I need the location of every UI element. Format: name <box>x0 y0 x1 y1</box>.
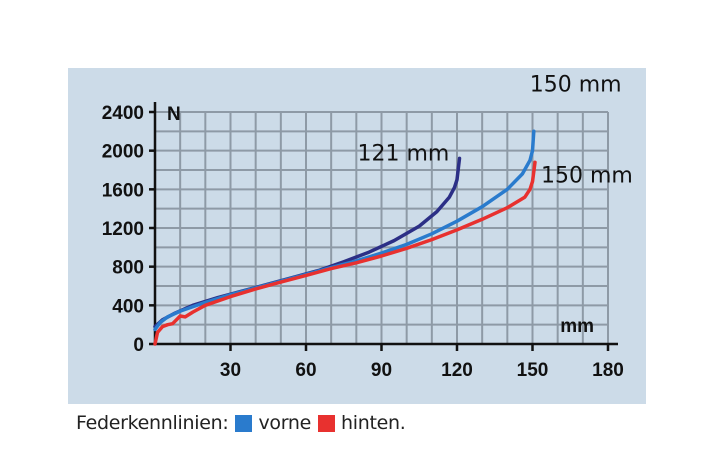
x-tick-label: 30 <box>220 360 241 381</box>
legend-swatch-hinten <box>318 414 336 432</box>
y-tick-label: 2000 <box>102 142 144 163</box>
annotation-label: 121 mm <box>358 141 450 166</box>
x-tick-label: 150 <box>517 360 549 381</box>
legend-swatch-vorne <box>235 414 253 432</box>
y-tick-label: 1600 <box>102 180 144 201</box>
y-tick-label: 0 <box>133 335 144 356</box>
x-tick-label: 90 <box>371 360 392 381</box>
x-tick-label: 120 <box>441 360 473 381</box>
legend-label-vorne: vorne <box>258 412 312 434</box>
legend: Federkennlinien: vorne hinten. <box>76 410 406 436</box>
annotation-label: 150 mm <box>530 72 622 97</box>
x-tick-label: 60 <box>295 360 316 381</box>
legend-title: Federkennlinien: <box>76 412 229 434</box>
y-axis-unit: N <box>167 104 181 125</box>
series-line-hinten <box>153 160 537 346</box>
y-tick-label: 2400 <box>102 103 144 124</box>
annotation-label: 150 mm <box>541 163 633 188</box>
spring-curve-chart: 0 400 800 1200 1600 2000 2400 30 60 90 120 150 180 Nm… <box>102 72 633 381</box>
x-axis-unit: mm <box>560 316 594 337</box>
y-tick-label: 1200 <box>102 219 144 240</box>
legend-label-hinten: hinten. <box>341 412 406 434</box>
x-tick-label: 180 <box>592 360 624 381</box>
series-line-vorne <box>153 129 536 332</box>
y-tick-label: 800 <box>112 258 144 279</box>
y-tick-label: 400 <box>112 296 144 317</box>
